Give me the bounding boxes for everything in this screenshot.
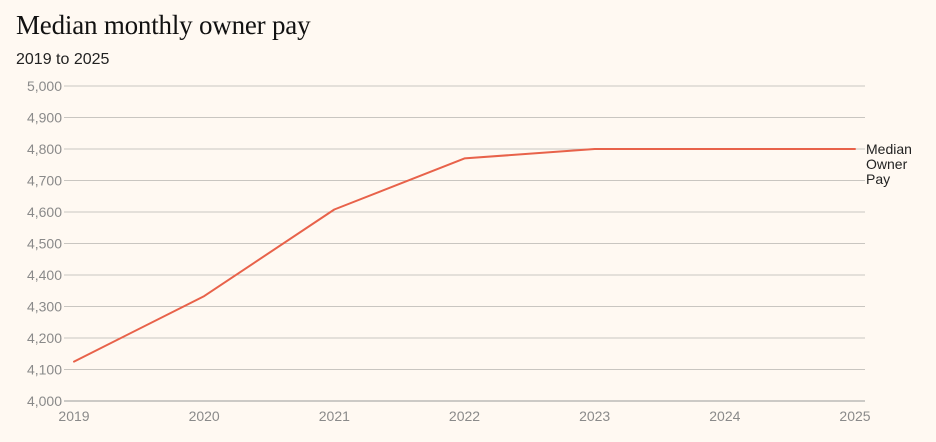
x-tick-label: 2025 [839, 408, 870, 424]
y-tick-label: 4,900 [27, 110, 62, 126]
series-label: Median [866, 141, 912, 157]
x-tick-label: 2020 [189, 408, 220, 424]
chart-title: Median monthly owner pay [16, 10, 311, 40]
series-label: Owner [866, 156, 908, 172]
y-axis-tick-labels: 4,000 4,100 4,200 4,300 4,400 4,500 4,600 4,700… [27, 78, 62, 409]
gridlines [64, 85, 865, 402]
x-tick-label: 2021 [319, 408, 350, 424]
y-tick-label: 4,200 [27, 330, 62, 346]
x-axis-tick-labels: 2019 2020 2021 2022 2023 2024 2025 [58, 408, 870, 424]
y-tick-label: 4,300 [27, 299, 62, 315]
y-tick-label: 4,700 [27, 173, 62, 189]
series-label: Pay [866, 171, 890, 187]
y-tick-label: 4,500 [27, 236, 62, 252]
y-tick-label: 4,400 [27, 267, 62, 283]
y-tick-label: 4,000 [27, 393, 62, 409]
x-tick-label: 2022 [449, 408, 480, 424]
x-tick-label: 2024 [709, 408, 740, 424]
y-tick-label: 5,000 [27, 78, 62, 94]
x-tick-label: 2019 [58, 408, 89, 424]
series-lines [73, 148, 856, 363]
chart-subtitle: 2019 to 2025 [16, 51, 110, 68]
y-tick-label: 4,800 [27, 141, 62, 157]
x-tick-label: 2023 [579, 408, 610, 424]
y-tick-label: 4,600 [27, 204, 62, 220]
series-line [73, 148, 856, 363]
y-tick-label: 4,100 [27, 362, 62, 378]
